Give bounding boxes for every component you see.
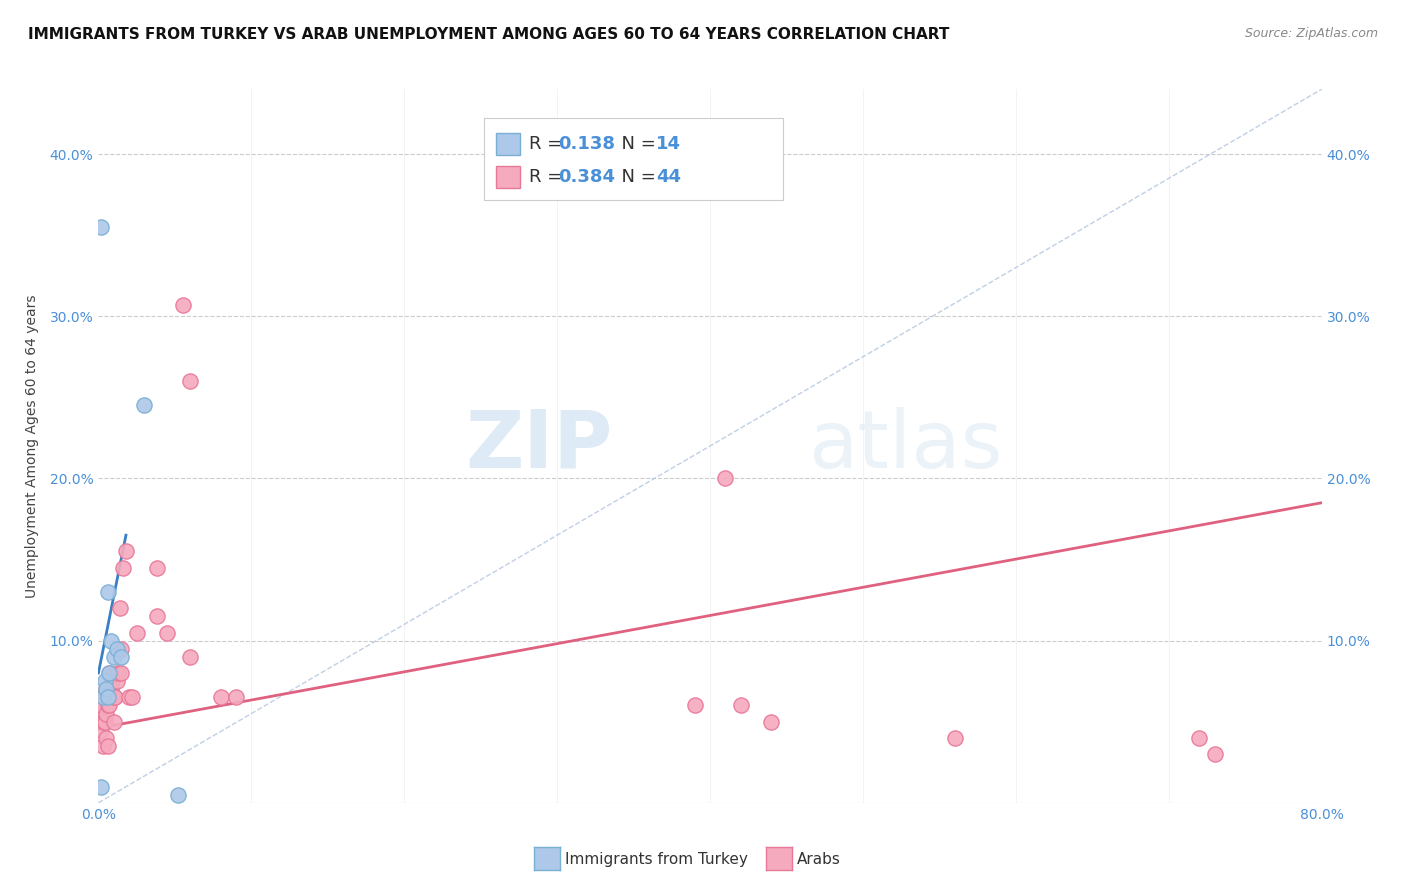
Text: Source: ZipAtlas.com: Source: ZipAtlas.com: [1244, 27, 1378, 40]
Point: [683, 698, 706, 713]
Text: 44: 44: [657, 168, 682, 186]
Point: [105, 641, 128, 656]
Point: [97, 585, 120, 599]
Point: [98, 698, 121, 713]
Point: [125, 625, 148, 640]
Point: [103, 690, 125, 705]
Point: [104, 690, 127, 705]
Point: [1188, 731, 1211, 745]
Point: [91, 714, 114, 729]
Point: [97, 698, 120, 713]
Point: [111, 560, 134, 574]
Point: [156, 625, 179, 640]
Point: [730, 698, 752, 713]
Point: [714, 471, 737, 485]
Point: [172, 298, 194, 312]
Bar: [496, 166, 520, 187]
Y-axis label: Unemployment Among Ages 60 to 64 years: Unemployment Among Ages 60 to 64 years: [24, 294, 38, 598]
Point: [110, 649, 132, 664]
Point: [103, 649, 125, 664]
Point: [115, 544, 138, 558]
Point: [98, 666, 121, 681]
Text: Arabs: Arabs: [797, 853, 841, 867]
Point: [90, 698, 112, 713]
Point: [110, 641, 132, 656]
Point: [179, 649, 201, 664]
Point: [225, 690, 247, 705]
Point: [91, 739, 114, 753]
Point: [209, 690, 232, 705]
Point: [943, 731, 966, 745]
Point: [90, 780, 112, 794]
Point: [90, 220, 112, 235]
Text: Immigrants from Turkey: Immigrants from Turkey: [565, 853, 748, 867]
Text: R =: R =: [529, 168, 568, 186]
Point: [179, 374, 201, 388]
Text: ZIP: ZIP: [465, 407, 612, 485]
Point: [93, 690, 115, 705]
Text: N =: N =: [610, 136, 661, 153]
Point: [110, 666, 132, 681]
Point: [108, 601, 131, 615]
Point: [107, 666, 129, 681]
Point: [91, 690, 114, 705]
Bar: [496, 134, 520, 155]
Point: [145, 609, 167, 624]
Point: [94, 682, 117, 697]
Point: [93, 674, 115, 689]
Point: [97, 739, 120, 753]
Text: 0.384: 0.384: [558, 168, 616, 186]
Text: 0.138: 0.138: [558, 136, 616, 153]
Text: R =: R =: [529, 136, 568, 153]
Point: [98, 666, 121, 681]
Text: IMMIGRANTS FROM TURKEY VS ARAB UNEMPLOYMENT AMONG AGES 60 TO 64 YEARS CORRELATIO: IMMIGRANTS FROM TURKEY VS ARAB UNEMPLOYM…: [28, 27, 949, 42]
Point: [94, 706, 117, 721]
FancyBboxPatch shape: [484, 118, 783, 200]
Point: [97, 690, 120, 705]
Point: [105, 674, 128, 689]
Text: 14: 14: [657, 136, 682, 153]
Point: [90, 723, 112, 737]
Point: [89, 706, 111, 721]
Point: [93, 714, 115, 729]
Point: [134, 399, 156, 413]
Point: [118, 690, 141, 705]
Point: [1204, 747, 1226, 761]
Point: [94, 731, 117, 745]
Point: [145, 560, 167, 574]
Point: [94, 682, 117, 697]
Text: N =: N =: [610, 168, 661, 186]
Text: atlas: atlas: [808, 407, 1002, 485]
Point: [759, 714, 782, 729]
Point: [100, 682, 122, 697]
Point: [121, 690, 143, 705]
Point: [101, 674, 124, 689]
Point: [103, 714, 125, 729]
Point: [100, 633, 122, 648]
Point: [167, 788, 190, 802]
